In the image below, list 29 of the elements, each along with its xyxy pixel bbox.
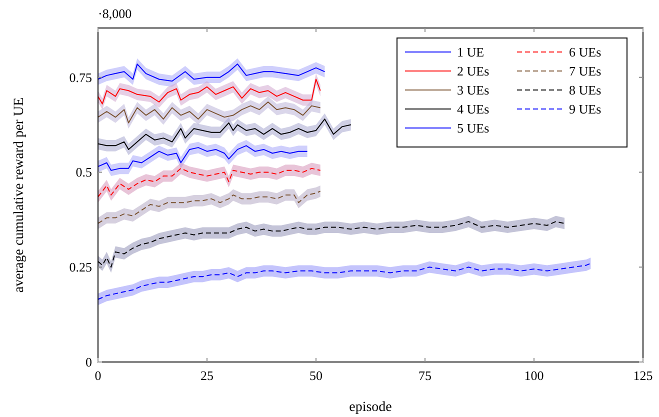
line-series: [98, 64, 326, 82]
x-tick-label: 100: [524, 368, 544, 383]
x-tick-label: 125: [633, 368, 653, 383]
legend-label: 7 UEs: [569, 64, 602, 78]
y-tick-label: 0: [86, 354, 92, 370]
x-tick-label: 50: [310, 368, 322, 383]
line-series: [98, 145, 308, 171]
legend-label: 4 UEs: [457, 102, 490, 116]
legend-label: 5 UEs: [457, 120, 490, 136]
legend-label: 3 UEs: [457, 82, 490, 98]
legend-label: 2 UEs: [457, 64, 490, 78]
legend-label: 6 UEs: [569, 44, 602, 60]
legend-label: 9 UEs: [569, 102, 602, 116]
y-tick-label: 0.5: [76, 164, 92, 180]
x-tick-label: 75: [418, 368, 432, 383]
line-series: [98, 78, 321, 104]
line-series: [98, 168, 321, 198]
line-series: [98, 190, 321, 224]
y-axis-title: average cumulative reward per UE: [12, 97, 27, 293]
legend-label: 1 UE: [457, 44, 484, 60]
x-axis-title: episode: [349, 400, 392, 415]
line-series: [98, 262, 592, 300]
x-tick-label: 0: [94, 368, 102, 383]
y-tick-label: 0.75: [69, 70, 92, 85]
x-tick-label: 25: [200, 368, 214, 383]
text: ·8,000: [98, 6, 132, 21]
line-series: [98, 102, 321, 124]
y-tick-label: 0.25: [69, 260, 92, 275]
legend-label: 8 UEs: [569, 82, 602, 98]
